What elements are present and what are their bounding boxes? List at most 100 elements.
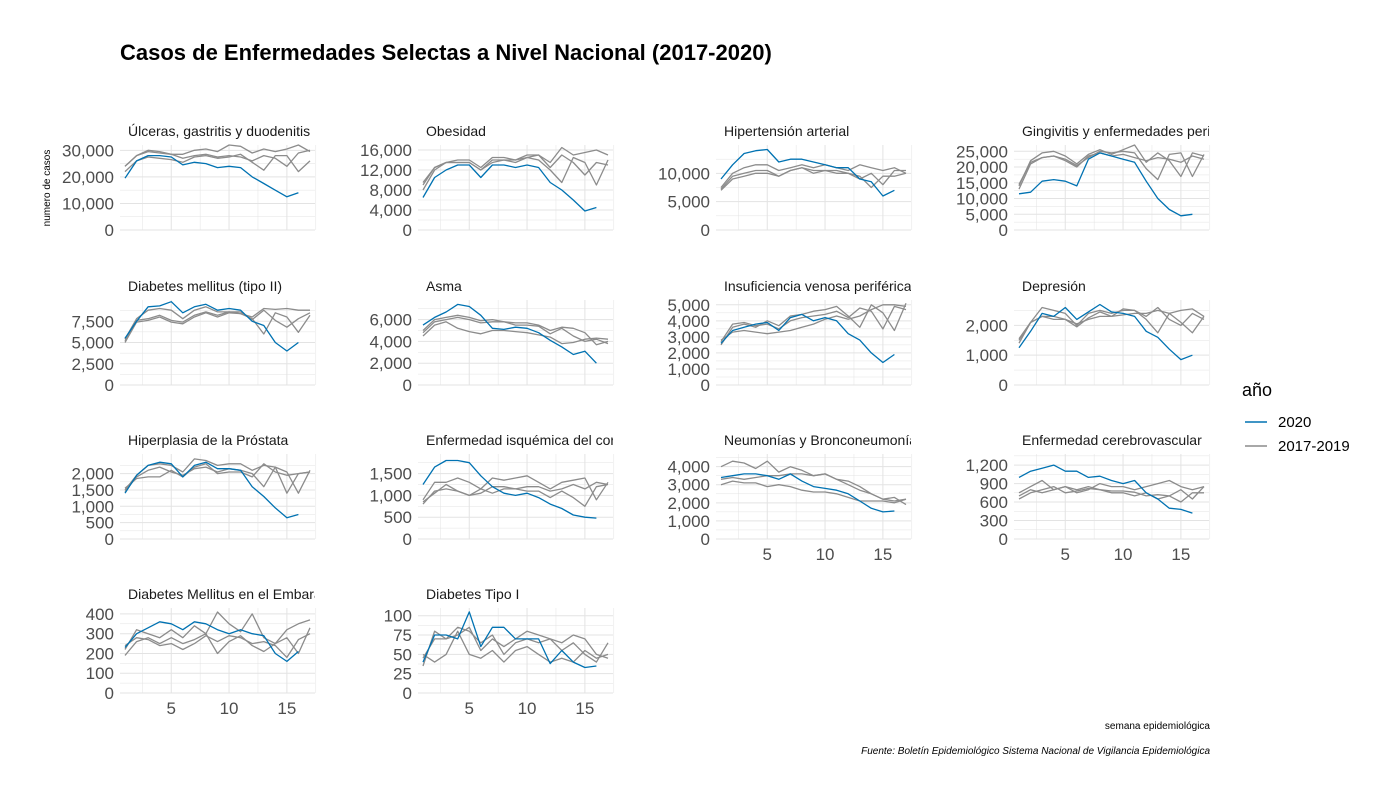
facet-panel: Hipertensión arterial 0 5,000 10,000 bbox=[658, 123, 913, 240]
series-line-2017-2019 bbox=[1018, 485, 1205, 500]
y-tick-label: 30,000 bbox=[62, 141, 114, 160]
x-tick-label: 5 bbox=[1061, 545, 1070, 564]
x-tick-label: 10 bbox=[816, 545, 835, 564]
y-tick-label: 0 bbox=[105, 684, 114, 703]
y-tick-label: 4,000 bbox=[369, 332, 412, 351]
y-tick-label: 900 bbox=[980, 475, 1008, 494]
y-tick-label: 0 bbox=[403, 684, 412, 703]
panel-title: Obesidad bbox=[426, 123, 486, 139]
panel-title: Enfermedad isquémica del corazón bbox=[426, 432, 645, 448]
x-tick-label: 5 bbox=[465, 699, 474, 718]
y-tick-label: 0 bbox=[403, 530, 412, 549]
series-line-2017-2019 bbox=[422, 475, 609, 501]
y-tick-label: 10,000 bbox=[956, 190, 1008, 209]
series-line-2017-2019 bbox=[1018, 485, 1204, 503]
series-line-2017-2019 bbox=[124, 309, 311, 342]
y-tick-label: 20,000 bbox=[62, 168, 114, 187]
facet-panel: Neumonías y Bronconeumonías 01,0002,0003,… bbox=[667, 432, 924, 564]
y-tick-label: 300 bbox=[86, 625, 114, 644]
y-tick-label: 600 bbox=[980, 493, 1008, 512]
facet-panel: Enfermedad isquémica del corazón 0 500 1,00… bbox=[369, 432, 645, 549]
y-tick-label: 6,000 bbox=[369, 311, 412, 330]
y-tick-label: 10,000 bbox=[62, 194, 114, 213]
y-tick-label: 4,000 bbox=[369, 201, 412, 220]
series-line-2020 bbox=[1018, 464, 1193, 514]
series-line-2017-2019 bbox=[422, 314, 609, 346]
panel-title: Depresión bbox=[1022, 278, 1086, 294]
y-tick-label: 1,000 bbox=[369, 486, 412, 505]
facet-panel: Insuficiencia venosa periférica 01,0002,0… bbox=[667, 278, 913, 395]
series-line-2017-2019 bbox=[720, 167, 907, 191]
y-tick-label: 50 bbox=[393, 645, 412, 664]
y-tick-label: 12,000 bbox=[360, 161, 412, 180]
series-line-2017-2019 bbox=[720, 164, 907, 188]
legend: año 2020 2017-2019 bbox=[1242, 380, 1350, 455]
x-tick-label: 10 bbox=[1114, 545, 1133, 564]
legend-label-2020: 2020 bbox=[1278, 414, 1311, 431]
y-tick-label: 3,000 bbox=[667, 328, 710, 347]
series-line-2020 bbox=[124, 461, 299, 519]
y-tick-label: 0 bbox=[701, 221, 710, 240]
y-tick-label: 75 bbox=[393, 626, 412, 645]
y-tick-label: 1,000 bbox=[667, 360, 710, 379]
y-tick-label: 100 bbox=[384, 607, 412, 626]
panel-title: Hiperplasia de la Próstata bbox=[128, 432, 289, 448]
series-line-2017-2019 bbox=[124, 458, 311, 494]
series-line-2020 bbox=[720, 148, 895, 197]
y-tick-label: 7,500 bbox=[71, 312, 114, 331]
series-line-2017-2019 bbox=[124, 312, 311, 343]
y-tick-label: 5,000 bbox=[965, 205, 1008, 224]
series-line-2017-2019 bbox=[422, 321, 609, 345]
legend-title: año bbox=[1242, 380, 1272, 400]
series-line-2017-2019 bbox=[124, 149, 311, 167]
facet-panel: Asma 0 2,000 4,000 6,000 bbox=[369, 278, 615, 395]
y-tick-label: 8,000 bbox=[369, 181, 412, 200]
series-line-2020 bbox=[422, 611, 597, 669]
series-line-2020 bbox=[1018, 303, 1193, 361]
y-tick-label: 0 bbox=[701, 530, 710, 549]
facet-panel: Diabetes Mellitus en el Embarazo 01002003… bbox=[86, 586, 317, 718]
series-line-2020 bbox=[124, 301, 299, 352]
series-line-2017-2019 bbox=[124, 627, 311, 656]
panel-title: Insuficiencia venosa periférica bbox=[724, 278, 912, 294]
series-line-2017-2019 bbox=[422, 630, 609, 663]
y-tick-label: 2,000 bbox=[369, 354, 412, 373]
series-line-2017-2019 bbox=[422, 146, 609, 183]
y-tick-label: 1,000 bbox=[71, 497, 114, 516]
y-tick-label: 3,000 bbox=[667, 476, 710, 495]
panel-title: Diabetes mellitus (tipo II) bbox=[128, 278, 282, 294]
y-tick-label: 200 bbox=[86, 644, 114, 663]
x-tick-label: 15 bbox=[575, 699, 594, 718]
series-line-2017-2019 bbox=[720, 304, 907, 341]
series-line-2017-2019 bbox=[720, 167, 906, 190]
x-tick-label: 10 bbox=[518, 699, 537, 718]
y-tick-label: 400 bbox=[86, 605, 114, 624]
series-line-2017-2019 bbox=[1018, 308, 1205, 340]
panel-title: Neumonías y Bronconeumonías bbox=[724, 432, 924, 448]
x-tick-label: 5 bbox=[167, 699, 176, 718]
y-tick-label: 0 bbox=[999, 530, 1008, 549]
series-line-2020 bbox=[124, 154, 299, 198]
y-tick-label: 2,000 bbox=[965, 316, 1008, 335]
facet-panel: Hiperplasia de la Próstata 05001,0001,500… bbox=[71, 432, 317, 549]
series-line-2020 bbox=[422, 164, 597, 212]
series-line-2017-2019 bbox=[1018, 306, 1205, 344]
y-tick-label: 4,000 bbox=[667, 458, 710, 477]
series-line-2020 bbox=[1018, 152, 1193, 217]
chart-title: Casos de Enfermedades Selectas a Nivel N… bbox=[120, 40, 772, 65]
series-line-2017-2019 bbox=[1018, 479, 1205, 494]
y-tick-label: 0 bbox=[999, 221, 1008, 240]
y-tick-label: 1,000 bbox=[667, 512, 710, 531]
y-tick-label: 0 bbox=[999, 376, 1008, 395]
y-tick-label: 0 bbox=[403, 221, 412, 240]
series-line-2017-2019 bbox=[422, 316, 609, 345]
y-tick-label: 0 bbox=[105, 530, 114, 549]
y-tick-label: 16,000 bbox=[360, 141, 412, 160]
y-tick-label: 4,000 bbox=[667, 312, 710, 331]
legend-label-2017-2019: 2017-2019 bbox=[1278, 438, 1350, 455]
y-tick-label: 2,000 bbox=[667, 344, 710, 363]
series-line-2017-2019 bbox=[124, 153, 311, 173]
panel-title: Asma bbox=[426, 278, 462, 294]
